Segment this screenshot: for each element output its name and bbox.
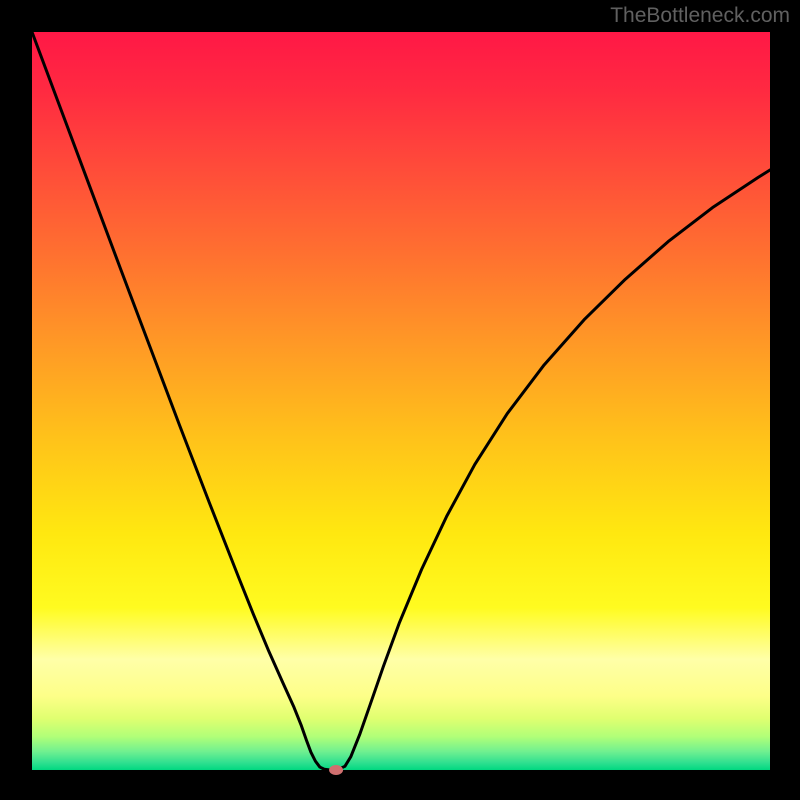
chart-svg: [0, 0, 800, 800]
watermark-text: TheBottleneck.com: [610, 4, 790, 28]
optimum-marker: [329, 765, 343, 775]
plot-gradient-area: [32, 32, 770, 770]
bottleneck-chart: TheBottleneck.com: [0, 0, 800, 800]
